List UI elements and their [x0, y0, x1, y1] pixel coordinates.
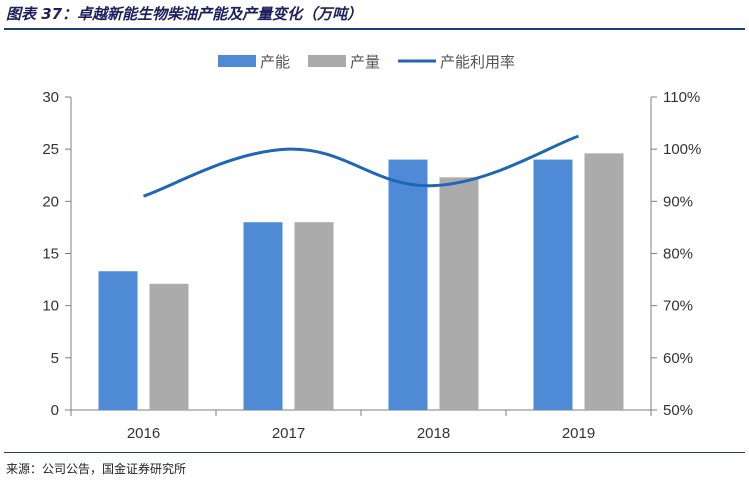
left-axis-tick-label: 20	[42, 193, 59, 210]
bar-output	[149, 283, 189, 410]
legend-label: 产能利用率	[440, 53, 515, 71]
legend-swatch	[308, 55, 346, 67]
right-axis-tick-label: 60%	[663, 350, 693, 367]
source-note: 来源：公司公告，国金证券研究所	[6, 462, 187, 476]
bar-capacity	[388, 159, 428, 410]
legend-label: 产量	[350, 53, 380, 71]
bar-output	[439, 177, 479, 410]
title-divider	[4, 28, 745, 30]
right-axis-tick-label: 100%	[663, 141, 701, 158]
bar-capacity	[98, 271, 138, 410]
right-axis-tick-label: 110%	[663, 89, 700, 106]
legend-swatch	[218, 55, 256, 67]
x-axis-tick-label: 2016	[127, 425, 160, 442]
utilization-line-path	[143, 134, 579, 198]
right-axis-tick-label: 50%	[663, 402, 693, 419]
right-axis-tick-label: 90%	[663, 193, 693, 210]
left-axis-tick-label: 10	[42, 298, 59, 315]
legend-label: 产能	[260, 53, 290, 71]
left-axis-tick-label: 30	[42, 89, 59, 106]
x-axis-tick-label: 2019	[562, 425, 595, 442]
x-axis-tick-label: 2018	[417, 425, 450, 442]
right-axis-tick-label: 80%	[663, 246, 693, 263]
bar-output	[584, 153, 624, 410]
left-axis-tick-label: 25	[42, 141, 59, 158]
right-axis-tick-label: 70%	[663, 298, 693, 315]
source-divider	[4, 452, 745, 453]
legend: 产能 产量 产能利用率	[218, 53, 515, 71]
figure-title: 图表 37：卓越新能生物柴油产能及产量变化（万吨）	[6, 5, 363, 23]
left-axis-tick-label: 15	[42, 246, 59, 263]
bar-capacity	[243, 222, 283, 410]
left-axis-tick-label: 5	[51, 350, 59, 367]
axes: 0 5 10 15 20 25 30 50% 60% 70% 80% 90% 100% 110% 2016 2…	[42, 89, 701, 442]
bar-capacity	[533, 159, 573, 410]
bars	[98, 153, 624, 410]
x-axis-tick-label: 2017	[272, 425, 305, 442]
utilization-line	[143, 134, 579, 198]
bar-output	[294, 222, 334, 410]
left-axis-tick-label: 0	[51, 402, 59, 419]
